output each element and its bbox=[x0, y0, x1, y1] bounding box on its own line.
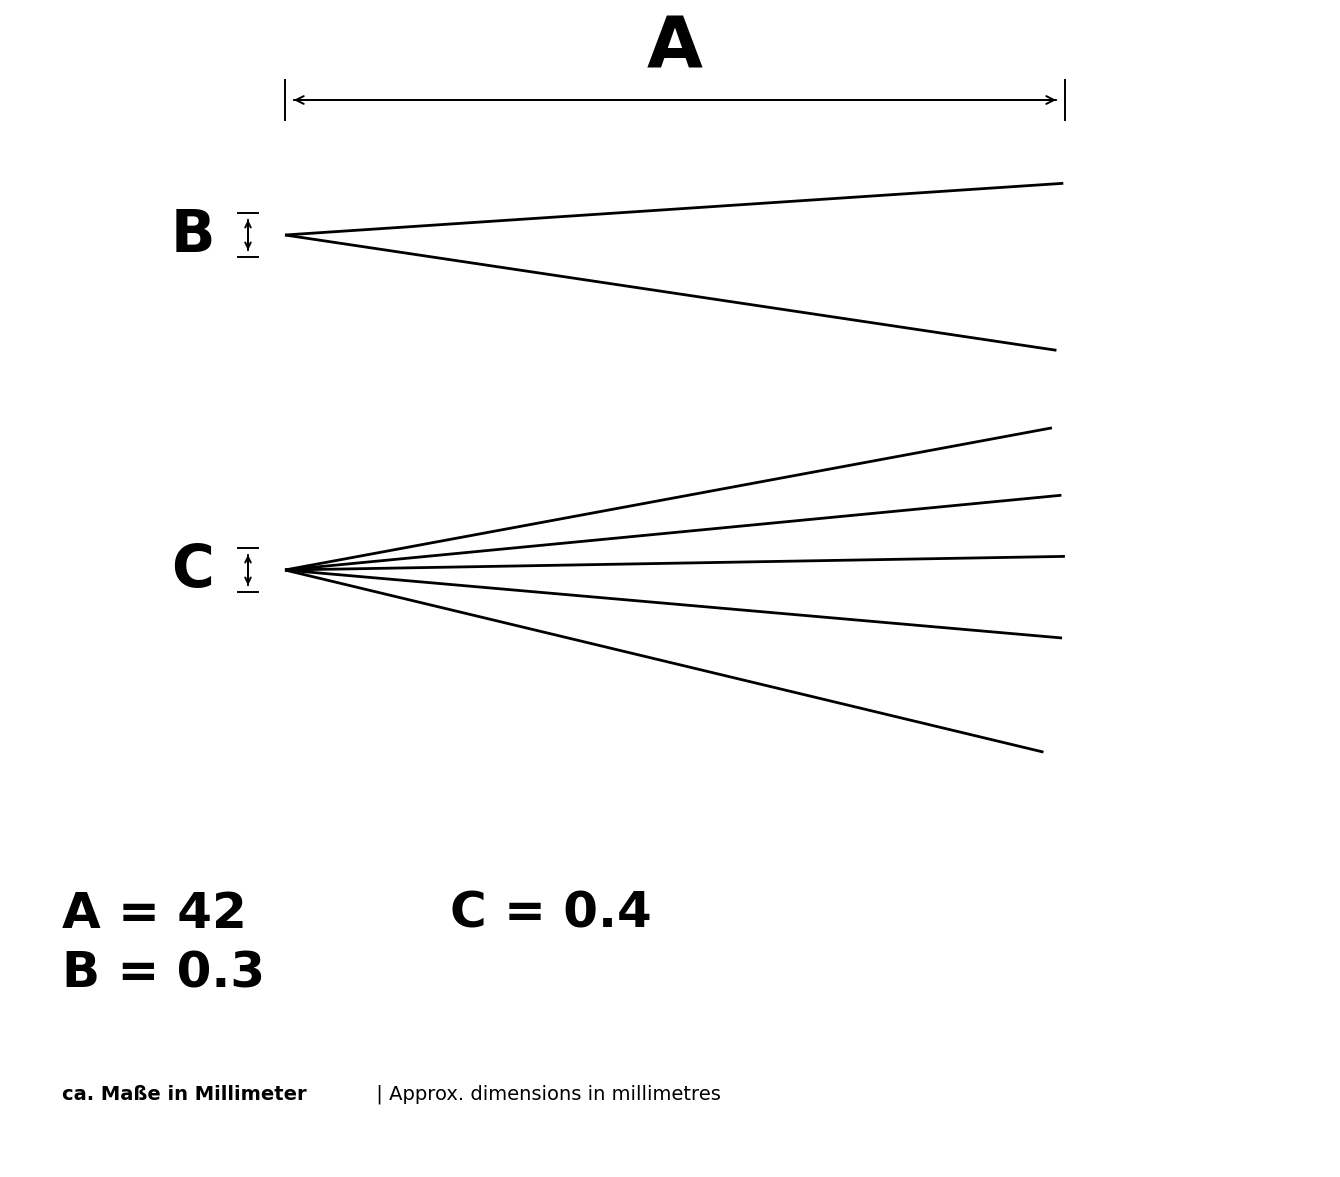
Text: A = 42: A = 42 bbox=[62, 890, 247, 938]
Text: | Approx. dimensions in millimetres: | Approx. dimensions in millimetres bbox=[370, 1085, 721, 1104]
Text: A: A bbox=[647, 13, 704, 82]
Text: B = 0.3: B = 0.3 bbox=[62, 950, 265, 998]
Text: B: B bbox=[170, 206, 216, 264]
Text: C: C bbox=[172, 541, 214, 598]
Text: ca. Maße in Millimeter: ca. Maße in Millimeter bbox=[62, 1085, 307, 1104]
Text: C = 0.4: C = 0.4 bbox=[450, 890, 651, 938]
